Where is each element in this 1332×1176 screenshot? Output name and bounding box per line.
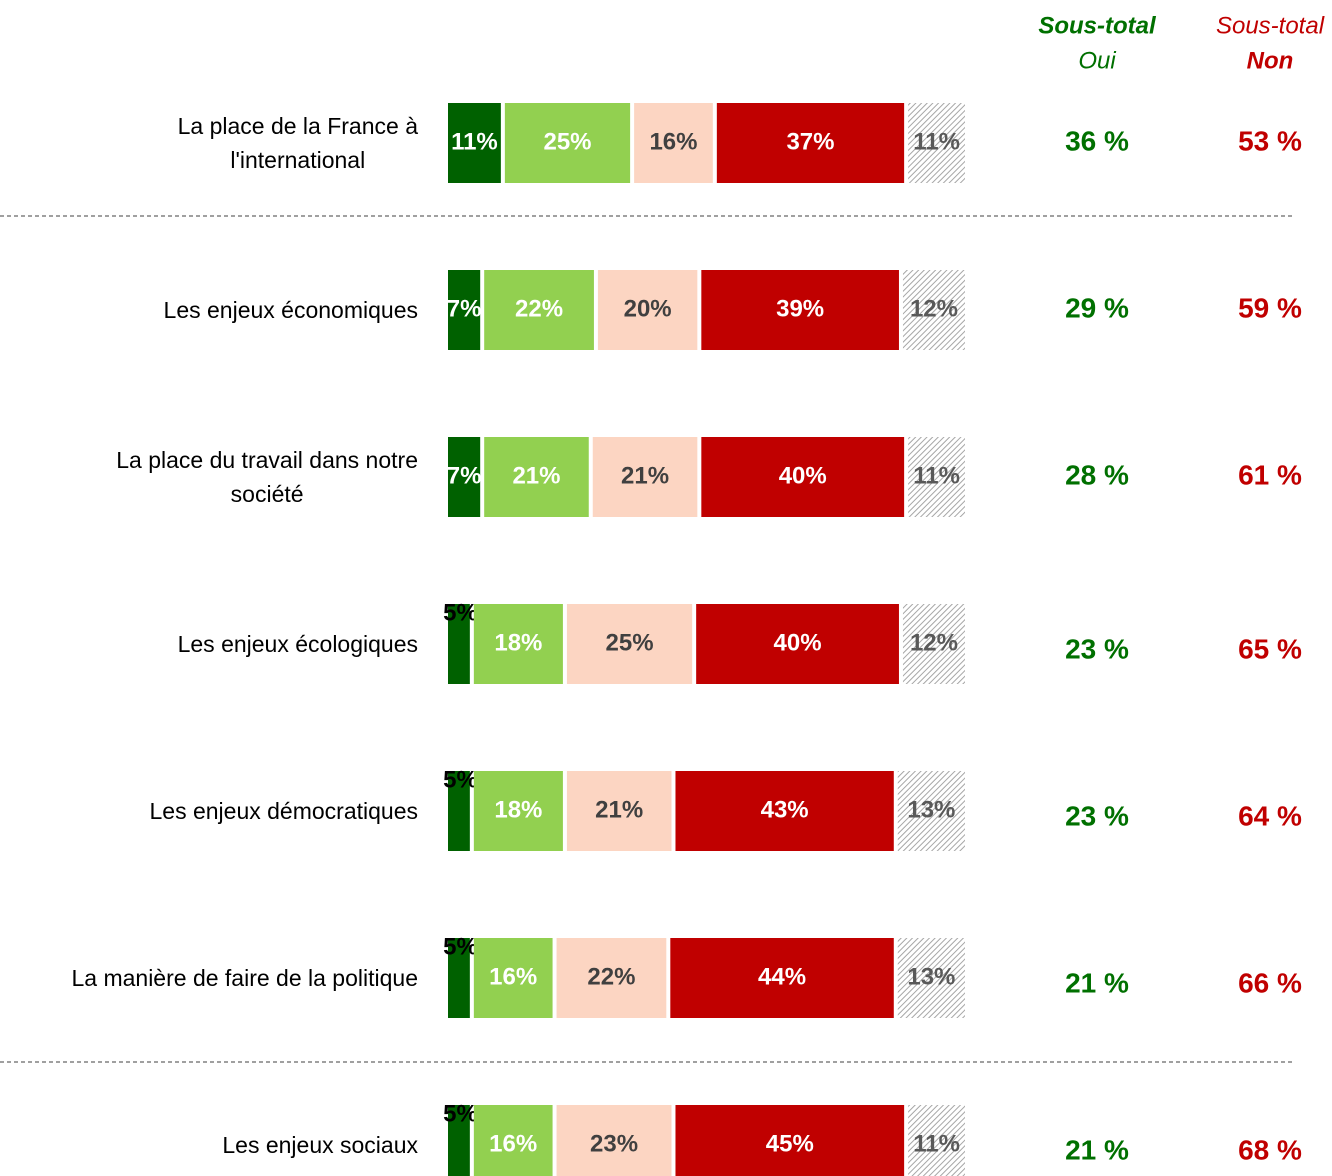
value-label: 11% bbox=[913, 462, 960, 489]
category-label: La manière de faire de la politique bbox=[71, 965, 418, 991]
bar-segment bbox=[701, 437, 905, 517]
bar-segment bbox=[897, 938, 965, 1018]
bar-segment bbox=[556, 1105, 672, 1176]
bar-segment bbox=[897, 771, 965, 851]
subtotal-value: 61 % bbox=[1238, 459, 1302, 490]
value-label: 37% bbox=[786, 128, 834, 155]
value-label: 18% bbox=[494, 629, 542, 656]
bar-segment bbox=[448, 771, 470, 851]
bar-segment bbox=[566, 771, 672, 851]
subtotal-header: Sous-total bbox=[1216, 12, 1325, 39]
value-label: 39% bbox=[776, 295, 824, 322]
bar-segment bbox=[484, 270, 594, 350]
value-label: 12% bbox=[910, 629, 958, 656]
subtotal-value: 53 % bbox=[1238, 125, 1302, 156]
bar-segment bbox=[448, 437, 481, 517]
bar-segment bbox=[566, 604, 693, 684]
value-label: 22% bbox=[515, 295, 563, 322]
bar-segment bbox=[448, 1105, 470, 1176]
bar-segment bbox=[448, 103, 501, 183]
value-label: 21% bbox=[595, 796, 643, 823]
value-label: 20% bbox=[624, 295, 672, 322]
bar-segment bbox=[484, 437, 589, 517]
value-label: 5% bbox=[443, 1100, 478, 1127]
bar-segment bbox=[908, 437, 965, 517]
subtotal-value: 21 % bbox=[1065, 967, 1129, 998]
value-label: 11% bbox=[913, 1130, 960, 1157]
category-label: Les enjeux écologiques bbox=[177, 631, 418, 657]
value-label: 5% bbox=[443, 599, 478, 626]
bar-segment bbox=[448, 604, 470, 684]
value-label: 21% bbox=[621, 462, 669, 489]
bar-segment bbox=[592, 437, 698, 517]
subtotal-value: 68 % bbox=[1238, 1134, 1302, 1165]
bar-segment bbox=[902, 604, 965, 684]
subtotal-value: 21 % bbox=[1065, 1134, 1129, 1165]
value-label: 25% bbox=[606, 629, 654, 656]
bar-segment bbox=[675, 771, 894, 851]
bar-segment bbox=[908, 1105, 965, 1176]
category-label: La place de la France à l'international bbox=[177, 113, 418, 173]
value-label: 7% bbox=[447, 462, 482, 489]
subtotal-value: 65 % bbox=[1238, 633, 1302, 664]
value-label: 25% bbox=[543, 128, 591, 155]
subtotal-value: 28 % bbox=[1065, 459, 1129, 490]
bar-segment bbox=[504, 103, 631, 183]
value-label: 16% bbox=[489, 1130, 537, 1157]
value-label: 23% bbox=[590, 1130, 638, 1157]
value-label: 16% bbox=[489, 963, 537, 990]
category-label: Les enjeux sociaux bbox=[222, 1132, 418, 1158]
bar-segment bbox=[448, 270, 481, 350]
bar-segment bbox=[448, 938, 470, 1018]
value-label: 13% bbox=[907, 963, 955, 990]
value-label: 16% bbox=[649, 128, 697, 155]
category-label: La place du travail dans notre société bbox=[116, 447, 418, 507]
bar-segment bbox=[473, 604, 563, 684]
subtotal-header: Non bbox=[1247, 47, 1294, 74]
bar-segment bbox=[597, 270, 698, 350]
subtotal-value: 59 % bbox=[1238, 292, 1302, 323]
bar-segment bbox=[473, 771, 563, 851]
value-label: 11% bbox=[913, 128, 960, 155]
value-label: 11% bbox=[451, 128, 498, 155]
value-label: 40% bbox=[774, 629, 822, 656]
bar-segment bbox=[473, 1105, 553, 1176]
bar-segment bbox=[473, 938, 553, 1018]
bar-segment bbox=[908, 103, 965, 183]
value-label: 18% bbox=[494, 796, 542, 823]
subtotal-value: 29 % bbox=[1065, 292, 1129, 323]
bar-segment bbox=[701, 270, 899, 350]
value-label: 12% bbox=[910, 295, 958, 322]
subtotal-value: 66 % bbox=[1238, 967, 1302, 998]
bar-segment bbox=[670, 938, 894, 1018]
value-label: 45% bbox=[766, 1130, 814, 1157]
category-label: Les enjeux démocratiques bbox=[149, 798, 419, 824]
subtotal-value: 64 % bbox=[1238, 800, 1302, 831]
value-label: 43% bbox=[761, 796, 809, 823]
subtotal-header: Oui bbox=[1078, 47, 1116, 74]
bar-segment bbox=[716, 103, 905, 183]
bar-segment bbox=[634, 103, 713, 183]
value-label: 13% bbox=[907, 796, 955, 823]
value-label: 44% bbox=[758, 963, 806, 990]
value-label: 21% bbox=[512, 462, 560, 489]
value-label: 7% bbox=[447, 295, 482, 322]
subtotal-value: 23 % bbox=[1065, 633, 1129, 664]
value-label: 5% bbox=[443, 933, 478, 960]
bar-segment bbox=[675, 1105, 905, 1176]
bar-segment bbox=[902, 270, 965, 350]
bar-segment bbox=[556, 938, 667, 1018]
value-label: 5% bbox=[443, 766, 478, 793]
subtotal-header: Sous-total bbox=[1038, 12, 1157, 39]
value-label: 40% bbox=[779, 462, 827, 489]
value-label: 22% bbox=[587, 963, 635, 990]
subtotal-value: 23 % bbox=[1065, 800, 1129, 831]
category-label: Les enjeux économiques bbox=[163, 297, 418, 323]
subtotal-value: 36 % bbox=[1065, 125, 1129, 156]
bar-segment bbox=[696, 604, 899, 684]
